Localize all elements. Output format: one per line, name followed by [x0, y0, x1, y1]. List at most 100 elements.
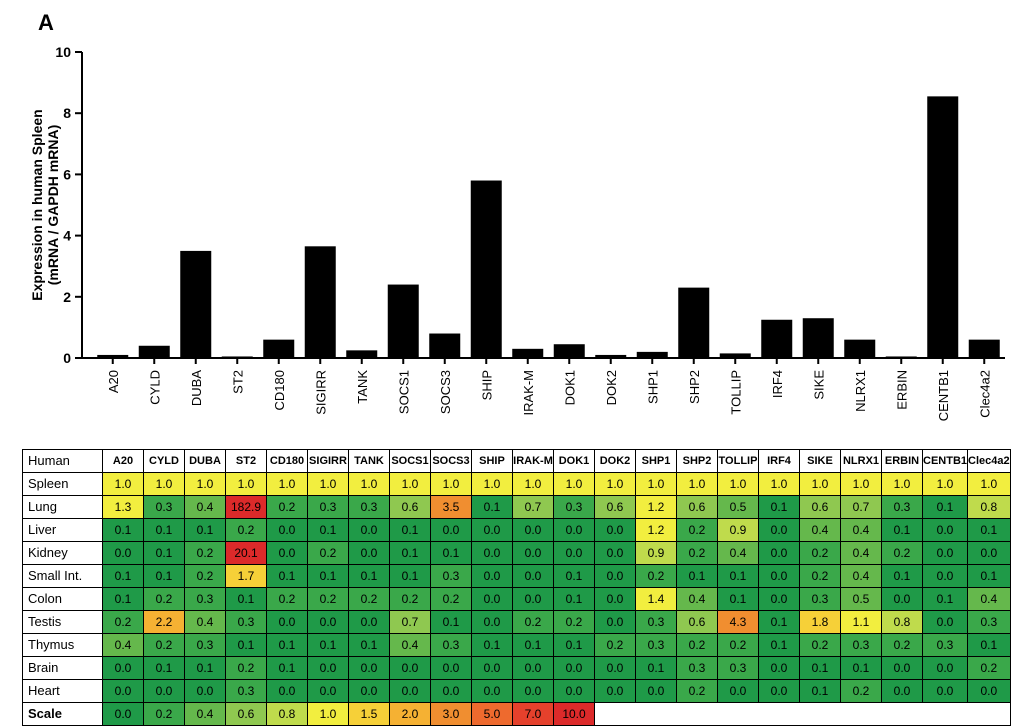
- table-row: Small Int. 0.1 0.1 0.2 1.7 0.1 0.1 0.1 0.1 0.3 0.0…: [22, 564, 1011, 588]
- row-label: Testis: [22, 610, 103, 634]
- table-row: Liver 0.1 0.1 0.1 0.2 0.0 0.1 0.0 0.1 0.0 0.0 0.0 0.…: [22, 518, 1011, 542]
- heat-cell: 0.2: [184, 564, 226, 588]
- heat-cell: 0.0: [307, 679, 349, 703]
- heat-cell: 0.0: [430, 679, 472, 703]
- heat-cell: 1.1: [840, 610, 882, 634]
- heat-cell: 0.0: [102, 679, 144, 703]
- heat-cell: 20.1: [225, 541, 267, 565]
- heat-cell: 0.1: [143, 564, 185, 588]
- heat-cell: 0.1: [553, 633, 595, 657]
- scale-cell: 3.0: [430, 702, 472, 726]
- row-label: Small Int.: [22, 564, 103, 588]
- heat-cell: 0.0: [348, 656, 390, 680]
- heat-cell: 0.1: [389, 564, 431, 588]
- heat-cell: 0.3: [967, 610, 1011, 634]
- heat-cell: 0.4: [389, 633, 431, 657]
- y-tick-label: 4: [63, 228, 71, 244]
- heat-cell: 0.4: [840, 541, 882, 565]
- heat-cell: 0.0: [967, 541, 1011, 565]
- x-tick-label: Clec4a2: [977, 370, 992, 418]
- heat-cell: 0.0: [758, 656, 800, 680]
- heat-cell: 0.2: [553, 610, 595, 634]
- heat-cell: 1.3: [102, 495, 144, 519]
- heat-cell: 0.0: [471, 541, 513, 565]
- heat-cell: 0.0: [512, 587, 554, 611]
- heat-cell: 0.1: [967, 518, 1011, 542]
- y-axis-label: Expression in human Spleen: [29, 109, 45, 300]
- heat-cell: 0.1: [717, 564, 759, 588]
- heat-cell: 0.3: [348, 495, 390, 519]
- table-corner-cell: Human: [22, 449, 103, 473]
- scale-row: Scale 0.0 0.2 0.4 0.6 0.8 1.0 1.5 2.0 3.0 5.0 7.0 10…: [22, 702, 1011, 726]
- heat-cell: 0.0: [471, 518, 513, 542]
- heat-cell: 0.0: [307, 610, 349, 634]
- heat-cell: 0.3: [717, 656, 759, 680]
- heat-cell: 0.0: [881, 656, 923, 680]
- heat-cell: 0.2: [348, 587, 390, 611]
- column-header: IRAK-M: [512, 449, 554, 473]
- bar-tank: [346, 350, 378, 358]
- row-label: Kidney: [22, 541, 103, 565]
- heat-cell: 0.2: [143, 633, 185, 657]
- heat-cell: 0.0: [758, 564, 800, 588]
- heat-cell: 0.2: [717, 633, 759, 657]
- bar-dok1: [553, 344, 585, 358]
- table-row: Thymus 0.4 0.2 0.3 0.1 0.1 0.1 0.1 0.4 0.3 0.1 0.1 0…: [22, 633, 1011, 657]
- heat-cell: 1.2: [635, 495, 677, 519]
- heat-cell: 0.0: [266, 541, 308, 565]
- heat-cell: 0.0: [881, 679, 923, 703]
- heat-cell: 0.3: [184, 633, 226, 657]
- heat-cell: 1.0: [225, 472, 267, 496]
- heat-cell: 0.1: [307, 518, 349, 542]
- heat-cell: 0.1: [967, 633, 1011, 657]
- heat-cell: 0.1: [143, 518, 185, 542]
- table-row: Lung 1.3 0.3 0.4 182.9 0.2 0.3 0.3 0.6 3.5 0.1 0.7 0…: [22, 495, 1011, 519]
- column-header: CYLD: [143, 449, 185, 473]
- heat-cell: 0.4: [840, 564, 882, 588]
- heat-cell: 1.0: [840, 472, 882, 496]
- row-label: Liver: [22, 518, 103, 542]
- row-label: Spleen: [22, 472, 103, 496]
- heat-cell: 0.0: [921, 518, 969, 542]
- x-tick-label: SOCS1: [396, 370, 411, 414]
- heat-cell: 1.0: [512, 472, 554, 496]
- heat-cell: 0.4: [717, 541, 759, 565]
- heat-cell: 0.1: [967, 564, 1011, 588]
- bars: [97, 96, 1000, 359]
- table-row: Spleen 1.0 1.0 1.0 1.0 1.0 1.0 1.0 1.0 1.0 1.0 1.0 1…: [22, 472, 1011, 496]
- bar-tollip: [719, 353, 751, 358]
- y-tick-label: 6: [63, 166, 71, 182]
- heat-cell: 1.0: [389, 472, 431, 496]
- heat-cell: 0.0: [553, 541, 595, 565]
- bar-socs3: [429, 333, 461, 358]
- heat-cell: 0.0: [921, 541, 969, 565]
- bar-cyld: [138, 345, 170, 358]
- heat-cell: 0.6: [799, 495, 841, 519]
- heat-cell: 0.1: [348, 564, 390, 588]
- heat-cell: 1.0: [799, 472, 841, 496]
- x-tick-label: SHIP: [479, 370, 494, 400]
- heat-cell: 0.0: [348, 541, 390, 565]
- heat-cell: 0.3: [635, 633, 677, 657]
- heat-cell: 0.0: [266, 610, 308, 634]
- heat-cell: 0.1: [266, 633, 308, 657]
- heat-cell: 0.5: [840, 587, 882, 611]
- table-header-row: Human A20 CYLD DUBA ST2 CD180 SIGIRR TANK SOCS1 S…: [22, 449, 1011, 473]
- expression-heatmap-table: Human A20 CYLD DUBA ST2 CD180 SIGIRR TANK SOCS1 S…: [22, 449, 1011, 726]
- heat-cell: 182.9: [225, 495, 267, 519]
- x-tick-label: CENTB1: [936, 370, 951, 421]
- heat-cell: 0.2: [676, 679, 718, 703]
- heat-cell: 0.3: [635, 610, 677, 634]
- heat-cell: 0.1: [102, 587, 144, 611]
- heat-cell: 1.0: [307, 472, 349, 496]
- heat-cell: 0.0: [143, 679, 185, 703]
- column-header: SOCS3: [430, 449, 472, 473]
- heat-cell: 0.1: [389, 518, 431, 542]
- row-label: Brain: [22, 656, 103, 680]
- heat-cell: 0.1: [881, 564, 923, 588]
- bar-shp2: [678, 287, 710, 358]
- bar-shp1: [636, 351, 668, 358]
- heat-cell: 0.0: [471, 679, 513, 703]
- x-tick-label: IRF4: [770, 370, 785, 398]
- heat-cell: 0.6: [676, 495, 718, 519]
